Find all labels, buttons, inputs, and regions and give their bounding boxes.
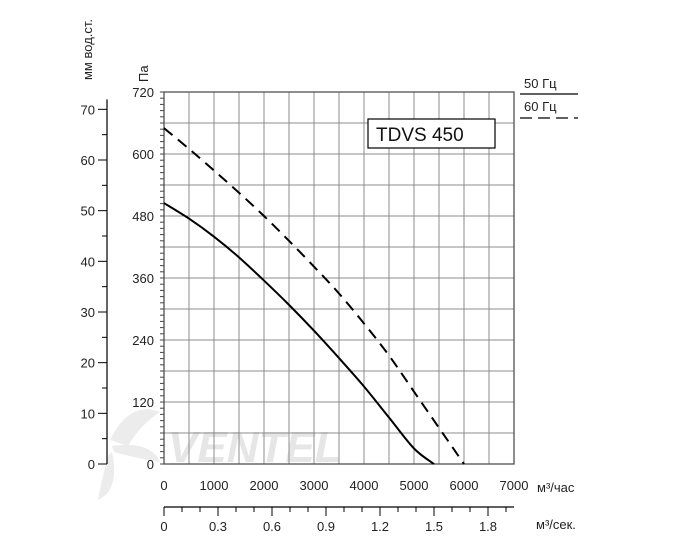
y-tick-label: 360 (132, 271, 154, 286)
y2-tick-label: 0 (88, 457, 95, 472)
x2-tick-label: 0.6 (263, 519, 281, 534)
x-axis-title: м³/час (537, 480, 575, 495)
grid (163, 91, 515, 465)
legend-label-60hz: 60 Гц (524, 99, 557, 114)
x-tick-label: 5000 (400, 478, 429, 493)
x2-tick-label: 0.9 (317, 519, 335, 534)
y2-tick-label: 30 (81, 305, 95, 320)
x2-tick-label: 1.8 (479, 519, 497, 534)
y2-tick-label: 10 (81, 406, 95, 421)
x-tick-label: 3000 (300, 478, 329, 493)
y-tick-label: 600 (132, 147, 154, 162)
y2-tick-label: 60 (81, 153, 95, 168)
y-tick-label: 240 (132, 333, 154, 348)
y-tick-label: 120 (132, 395, 154, 410)
x-tick-label: 1000 (200, 478, 229, 493)
model-label-box: TDVS 450 (367, 118, 496, 149)
legend: 50 Гц 60 Гц (520, 76, 578, 119)
y-tick-label: 480 (132, 209, 154, 224)
legend-label-50hz: 50 Гц (524, 76, 557, 91)
plot-frame (160, 91, 515, 465)
x-tick-label: 6000 (450, 478, 479, 493)
watermark-text: VENTEL (168, 423, 342, 472)
y2-tick-label: 20 (81, 356, 95, 371)
x-tick-labels: 0 1000 2000 3000 4000 5000 6000 7000 (160, 478, 528, 493)
y-axis-title: Па (136, 65, 151, 82)
x2-tick-label: 0.3 (209, 519, 227, 534)
y2-axis-title: мм вод.ст. (80, 19, 95, 80)
model-label: TDVS 450 (376, 125, 464, 146)
y-tick-label: 720 (132, 85, 154, 100)
y-tick-label: 0 (147, 457, 154, 472)
x-tick-label: 2000 (250, 478, 279, 493)
x-tick-label: 0 (160, 478, 167, 493)
series-lines (163, 127, 465, 465)
y2-tick-label: 40 (81, 254, 95, 269)
x2-tick-label: 1.5 (425, 519, 443, 534)
series-line-50hz (163, 202, 435, 465)
x-tick-label: 4000 (350, 478, 379, 493)
series-line-60hz (163, 127, 465, 465)
fan-logo-icon (98, 409, 160, 500)
x-tick-label: 7000 (500, 478, 529, 493)
y2-axis: 0 10 20 30 40 50 60 70 (81, 99, 108, 472)
x2-axis: 0 0.3 0.6 0.9 1.2 1.5 1.8 (160, 506, 514, 534)
x2-tick-label: 0 (160, 519, 167, 534)
y2-tick-label: 50 (81, 204, 95, 219)
y2-tick-label: 70 (81, 102, 95, 117)
y-tick-labels: 0 120 240 360 480 600 720 (132, 85, 154, 472)
x2-tick-label: 1.2 (371, 519, 389, 534)
x2-axis-title: м³/сек. (536, 517, 576, 532)
